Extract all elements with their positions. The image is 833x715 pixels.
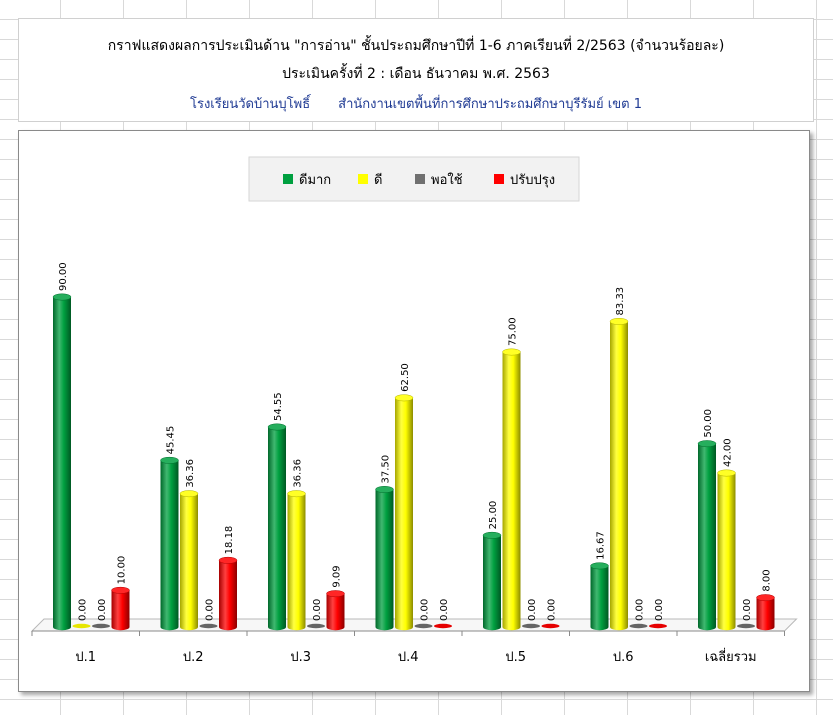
data-label: 50.00: [703, 409, 714, 438]
bar-ดีมาก-ป.2: [160, 456, 179, 631]
data-label: 54.55: [273, 392, 284, 421]
data-label: 16.67: [596, 531, 607, 560]
bar-ปรับปรุง-ป.2: [218, 556, 238, 631]
legend-label: ปรับปรุง: [510, 173, 555, 188]
legend-label: ดีมาก: [299, 172, 331, 188]
data-label: 83.33: [615, 287, 626, 316]
bar-ดี-ป.4: [394, 394, 414, 631]
chart-area[interactable]: ดีมาก ดี พอใช้ ปรับปรุง 90.00 0.00 0.00 10.00 ป.…: [18, 130, 810, 692]
data-label: 36.36: [293, 459, 304, 488]
data-label: 62.50: [400, 363, 411, 392]
bar-ดีมาก-ป.3: [267, 423, 287, 631]
legend-box: [248, 156, 580, 202]
bar-พอใช้-ป.2: [199, 623, 218, 629]
bar-ดี-ป.2: [179, 490, 199, 631]
bar-พอใช้-ป.6: [629, 623, 648, 629]
data-label: 0.00: [635, 599, 646, 621]
chart-title-box: กราฟแสดงผลการประเมินด้าน "การอ่าน" ชั้นป…: [18, 18, 814, 122]
bar-ปรับปรุง-ป.1: [111, 586, 130, 631]
school-line: โรงเรียนวัดบ้านบุโพธิ์ สำนักงานเขตพื้นที่…: [19, 93, 813, 114]
data-label: 9.09: [332, 565, 343, 587]
bar-ดี-ป.5: [502, 348, 521, 631]
bar-พอใช้-ป.1: [92, 623, 110, 629]
bar-พอใช้-เฉลี่ยรวม: [737, 623, 755, 629]
data-label: 0.00: [205, 599, 216, 621]
category-label: เฉลี่ยรวม: [705, 648, 757, 665]
bar-ดี-เฉลี่ยรวม: [717, 469, 736, 631]
data-label: 10.00: [117, 556, 128, 585]
category-label: ป.2: [183, 650, 204, 665]
category-label: ป.6: [613, 650, 634, 665]
office-name: สำนักงานเขตพื้นที่การศึกษาประถมศึกษาบุรี…: [338, 97, 642, 112]
legend-swatch: [358, 174, 368, 184]
bar-ดีมาก-เฉลี่ยรวม: [697, 440, 717, 631]
bar-พอใช้-ป.5: [522, 623, 540, 629]
bar-chart: ดีมาก ดี พอใช้ ปรับปรุง 90.00 0.00 0.00 10.00 ป.…: [30, 156, 798, 665]
data-label: 0.00: [547, 599, 558, 621]
data-label: 0.00: [439, 599, 450, 621]
category-label: ป.3: [290, 650, 311, 665]
bar-ปรับปรุง-ป.4: [434, 623, 452, 629]
bar-พอใช้-ป.3: [307, 623, 325, 629]
data-label: 75.00: [508, 317, 519, 346]
data-label: 0.00: [420, 599, 431, 621]
data-label: 18.18: [224, 526, 235, 555]
data-label: 25.00: [488, 501, 499, 530]
legend: ดีมาก ดี พอใช้ ปรับปรุง: [248, 156, 580, 202]
bar-ปรับปรุง-ป.5: [541, 623, 560, 629]
data-label: 0.00: [742, 599, 753, 621]
legend-label: พอใช้: [431, 172, 463, 188]
data-label: 0.00: [97, 599, 108, 621]
school-name: โรงเรียนวัดบ้านบุโพธิ์: [189, 97, 311, 112]
bar-ดีมาก-ป.6: [590, 562, 609, 631]
bar-ดีมาก-ป.4: [375, 486, 394, 631]
category-label: ป.4: [398, 650, 419, 665]
category-label: ป.1: [75, 650, 96, 665]
chart-floor: [30, 618, 798, 632]
legend-label: ดี: [374, 172, 382, 188]
legend-swatch: [415, 174, 425, 184]
data-label: 0.00: [527, 599, 538, 621]
legend-swatch: [283, 174, 293, 184]
chart-subtitle: ประเมินครั้งที่ 2 : เดือน ธันวาคม พ.ศ. 2…: [282, 66, 550, 82]
bar-ปรับปรุง-ป.3: [326, 590, 345, 631]
data-label: 42.00: [723, 438, 734, 467]
bar-ปรับปรุง-เฉลี่ยรวม: [756, 594, 775, 631]
data-label: 0.00: [78, 599, 89, 621]
chart-title: กราฟแสดงผลการประเมินด้าน "การอ่าน" ชั้นป…: [107, 38, 725, 54]
bar-ดีมาก-ป.1: [52, 293, 72, 631]
bar-ดี-ป.3: [287, 490, 306, 631]
data-label: 0.00: [312, 599, 323, 621]
data-label: 8.00: [762, 569, 773, 591]
legend-swatch: [494, 174, 504, 184]
data-label: 37.50: [381, 455, 392, 484]
data-label: 0.00: [654, 599, 665, 621]
data-label: 36.36: [185, 459, 196, 488]
category-label: ป.5: [505, 650, 526, 665]
data-label: 90.00: [58, 262, 69, 291]
bar-ปรับปรุง-ป.6: [649, 623, 667, 629]
bar-พอใช้-ป.4: [414, 623, 433, 629]
data-label: 45.45: [166, 426, 177, 455]
bar-ดี-ป.1: [72, 623, 91, 629]
bar-ดี-ป.6: [609, 318, 629, 631]
bar-ดีมาก-ป.5: [482, 531, 502, 631]
